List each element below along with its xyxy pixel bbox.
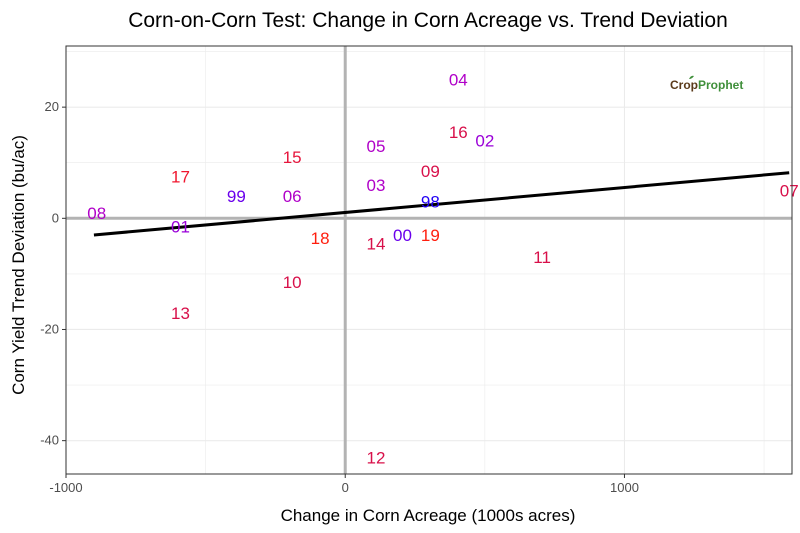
plot-background (66, 46, 792, 474)
point-label-99: 99 (227, 187, 246, 206)
y-tick-label: 20 (45, 99, 59, 114)
y-tick-label: -40 (40, 433, 59, 448)
point-label-18: 18 (311, 229, 330, 248)
svg-text:CropProphet: CropProphet (670, 78, 743, 92)
x-tick-label: 0 (342, 480, 349, 495)
plot-panel (66, 46, 792, 474)
plot-border (65, 45, 793, 475)
y-axis-title: Corn Yield Trend Deviation (bu/ac) (9, 135, 28, 395)
y-axis-ticks: -40 -20 0 20 (40, 99, 66, 448)
plot-frame (65, 45, 793, 475)
cropprophet-logo: CropProphet (670, 75, 743, 92)
point-label-15: 15 (283, 148, 302, 167)
logo-text-crop: Crop (670, 78, 698, 92)
point-label-17: 17 (171, 168, 190, 187)
point-label-13: 13 (171, 304, 190, 323)
point-label-05: 05 (366, 137, 385, 156)
point-label-12: 12 (366, 448, 385, 467)
y-tick-label: 0 (52, 210, 59, 225)
point-label-16: 16 (449, 123, 468, 142)
logo-text-prophet: Prophet (698, 78, 743, 92)
trend-line-group (93, 171, 790, 237)
x-tick-label: -1000 (49, 480, 82, 495)
logo-leaf-icon (689, 75, 694, 79)
point-label-09: 09 (421, 162, 440, 181)
point-label-08: 08 (87, 204, 106, 223)
point-label-00: 00 (393, 226, 412, 245)
point-label-19: 19 (421, 226, 440, 245)
point-label-07: 07 (780, 182, 799, 201)
point-label-03: 03 (366, 176, 385, 195)
point-label-11: 11 (533, 248, 551, 267)
x-tick-label: 1000 (610, 480, 639, 495)
trend-line (93, 171, 790, 237)
point-label-10: 10 (283, 273, 302, 292)
chart-title: Corn-on-Corn Test: Change in Corn Acreag… (128, 9, 728, 32)
point-label-06: 06 (283, 187, 302, 206)
point-label-02: 02 (475, 131, 494, 150)
x-axis-ticks: -1000 0 1000 (49, 474, 639, 495)
reference-lines (66, 46, 792, 474)
y-tick-label: -20 (40, 321, 59, 336)
point-labels: 04 16 02 05 15 09 17 03 07 99 06 98 08 01 00 19 18 14 11 10… (87, 70, 798, 467)
point-label-98: 98 (421, 193, 440, 212)
x-axis-title: Change in Corn Acreage (1000s acres) (281, 506, 576, 525)
point-label-04: 04 (449, 70, 468, 89)
point-label-14: 14 (366, 234, 385, 253)
point-label-01: 01 (171, 218, 190, 237)
